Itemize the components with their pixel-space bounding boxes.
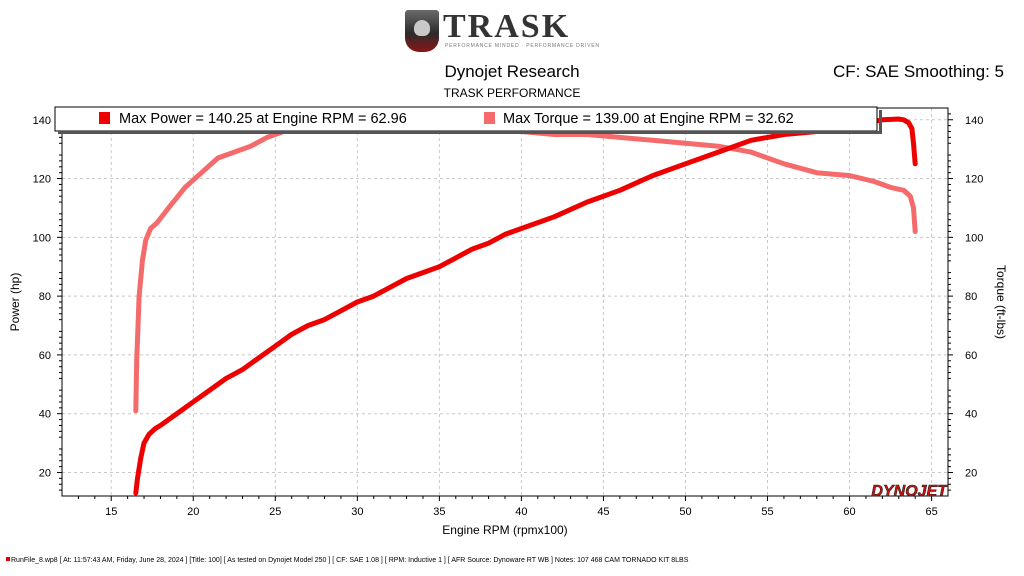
x-tick-label: 50 (679, 506, 691, 518)
legend-swatch-power (99, 112, 110, 124)
y-left-tick-label: 60 (39, 350, 51, 362)
y-right-tick-label: 100 (965, 232, 983, 244)
legend-shadow-bottom (58, 131, 882, 134)
legend: Max Power = 140.25 at Engine RPM = 62.96… (54, 106, 882, 134)
x-tick-label: 45 (597, 506, 609, 518)
grid (62, 108, 948, 496)
y-right-tick-label: 40 (965, 409, 977, 421)
x-tick-label: 35 (433, 506, 445, 518)
x-tick-label: 60 (843, 506, 855, 518)
y-right-tick-label: 60 (965, 350, 977, 362)
x-tick-label: 55 (761, 506, 773, 518)
x-tick-label: 25 (269, 506, 281, 518)
series (133, 116, 918, 496)
x-tick-label: 65 (925, 506, 937, 518)
y-right-tick-label: 140 (965, 115, 983, 127)
x-axis-label: Engine RPM (rpmx100) (442, 523, 567, 537)
y-left-tick-label: 120 (33, 174, 51, 186)
run-info-footer: RunFile_8.wp8 [ At: 11:57:43 AM, Friday,… (6, 557, 688, 564)
axis-ticks: 15 20 25 30 35 40 45 50 55 60 65 20 20 40 40 60 60 80 80 10… (33, 113, 983, 518)
chart-subtitle: TRASK PERFORMANCE (443, 86, 581, 100)
y-left-tick-label: 140 (33, 115, 51, 127)
legend-shadow (879, 110, 882, 134)
y-left-tick-label: 100 (33, 232, 51, 244)
y-right-tick-label: 20 (965, 467, 977, 479)
footer-marker-icon (6, 557, 10, 561)
chart-title: Dynojet Research (444, 62, 580, 81)
y-right-tick-label: 120 (965, 174, 983, 186)
plot-frame (61, 107, 949, 497)
x-tick-label: 15 (105, 506, 117, 518)
logo-emblem-icon (405, 10, 439, 52)
legend-item-torque: Max Torque = 139.00 at Engine RPM = 32.6… (503, 111, 794, 127)
dynojet-watermark: DYNOJET (871, 483, 948, 500)
y-right-axis-label: Torque (ft-lbs) (994, 265, 1008, 339)
x-tick-label: 40 (515, 506, 527, 518)
correction-factor-label: CF: SAE Smoothing: 5 (832, 62, 1004, 81)
legend-item-power: Max Power = 140.25 at Engine RPM = 62.96 (119, 111, 407, 127)
torque-series-line (133, 120, 918, 414)
trask-logo: TRASK PERFORMANCE MINDED · PERFORMANCE D… (405, 8, 620, 52)
legend-box (54, 106, 878, 132)
y-left-tick-label: 80 (39, 291, 51, 303)
y-right-tick-label: 80 (965, 291, 977, 303)
x-tick-label: 30 (351, 506, 363, 518)
logo-tagline: PERFORMANCE MINDED · PERFORMANCE DRIVEN (445, 43, 600, 49)
legend-swatch-torque (484, 112, 495, 124)
y-left-tick-label: 40 (39, 409, 51, 421)
y-left-tick-label: 20 (39, 467, 51, 479)
logo-wordmark: TRASK (443, 8, 571, 45)
power-series-line (133, 116, 918, 496)
x-tick-label: 20 (187, 506, 199, 518)
y-left-axis-label: Power (hp) (8, 273, 22, 332)
run-info-text: RunFile_8.wp8 [ At: 11:57:43 AM, Friday,… (11, 557, 689, 564)
